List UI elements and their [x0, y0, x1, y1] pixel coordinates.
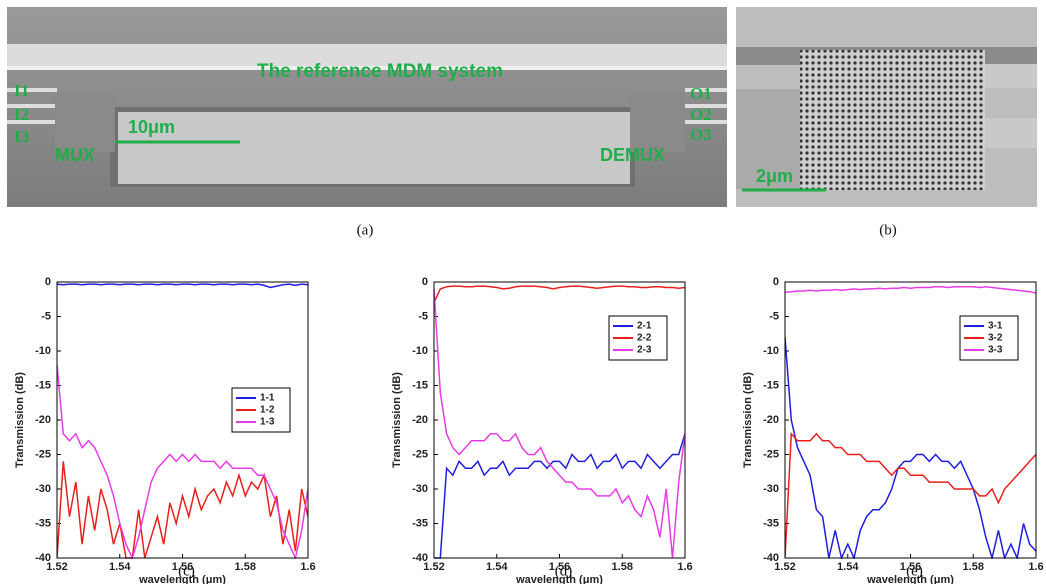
demux-label: DEMUX — [600, 145, 665, 165]
x-tick-label: 1.6 — [1028, 561, 1043, 573]
y-tick-label: -35 — [412, 517, 428, 529]
port-label: O3 — [690, 125, 712, 144]
y-axis-label: Transmission (dB) — [14, 372, 26, 468]
y-tick-label: -40 — [763, 552, 779, 564]
y-tick-label: -5 — [41, 310, 51, 322]
x-tick-label: 1.6 — [300, 561, 315, 573]
series-line — [434, 285, 685, 304]
port-label: I3 — [14, 127, 29, 146]
legend-label: 1-3 — [260, 417, 275, 428]
x-axis-label: wavelength (μm) — [138, 574, 226, 584]
sem-image-b — [736, 7, 1037, 207]
chart-caption: (d) — [555, 563, 573, 579]
legend-label: 3-2 — [988, 333, 1003, 344]
scale-label: 2μm — [756, 166, 793, 186]
x-tick-label: 1.58 — [235, 561, 256, 573]
legend-label: 2-2 — [637, 333, 652, 344]
x-tick-label: 1.54 — [486, 561, 508, 573]
y-tick-label: -5 — [769, 310, 779, 322]
series-line — [434, 288, 685, 559]
x-tick-label: 1.56 — [549, 561, 570, 573]
y-tick-label: 0 — [422, 276, 428, 288]
chart-caption: (c) — [178, 563, 195, 579]
y-tick-label: -15 — [763, 379, 779, 391]
y-tick-label: -20 — [35, 414, 51, 426]
series-line — [785, 431, 1036, 559]
y-tick-label: -40 — [412, 552, 428, 564]
y-tick-label: -10 — [763, 345, 779, 357]
series-line — [57, 283, 308, 289]
legend-label: 2-1 — [637, 321, 652, 332]
x-tick-label: 1.56 — [172, 561, 193, 573]
y-tick-label: -15 — [35, 379, 51, 391]
sem-title: The reference MDM system — [257, 61, 503, 82]
plot-frame — [433, 281, 686, 559]
legend-label: 1-2 — [260, 405, 275, 416]
y-tick-label: -35 — [763, 517, 779, 529]
x-tick-label: 1.58 — [963, 561, 984, 573]
x-tick-label: 1.56 — [900, 561, 921, 573]
y-tick-label: -20 — [412, 414, 428, 426]
y-tick-label: -30 — [412, 483, 428, 495]
y-tick-label: -25 — [763, 448, 779, 460]
x-tick-label: 1.52 — [46, 561, 67, 573]
panel-caption: (b) — [879, 222, 897, 238]
y-axis-label: Transmission (dB) — [742, 372, 754, 468]
legend-label: 3-1 — [988, 321, 1003, 332]
plot-frame — [56, 281, 309, 559]
port-label: I1 — [14, 81, 29, 100]
x-tick-label: 1.58 — [612, 561, 633, 573]
y-tick-label: -40 — [35, 552, 51, 564]
series-line — [57, 461, 308, 559]
port-label: O2 — [690, 105, 712, 124]
y-tick-label: -10 — [35, 345, 51, 357]
legend-box — [231, 387, 291, 433]
chart-caption: (e) — [906, 563, 923, 579]
x-axis-label: wavelength (μm) — [866, 574, 954, 584]
y-tick-label: 0 — [773, 276, 779, 288]
y-tick-label: -5 — [418, 310, 428, 322]
legend-label: 1-1 — [260, 393, 275, 404]
panel-caption: (a) — [357, 222, 374, 238]
series-line — [785, 337, 1036, 559]
x-tick-label: 1.52 — [774, 561, 795, 573]
y-axis-label: Transmission (dB) — [391, 372, 403, 468]
y-tick-label: -15 — [412, 379, 428, 391]
y-tick-label: -25 — [35, 448, 51, 460]
y-tick-label: -20 — [763, 414, 779, 426]
y-tick-label: 0 — [45, 276, 51, 288]
y-tick-label: -35 — [35, 517, 51, 529]
port-label: I2 — [14, 105, 29, 124]
x-axis-label: wavelength (μm) — [515, 574, 603, 584]
legend-label: 3-3 — [988, 345, 1003, 356]
plot-frame — [784, 281, 1037, 559]
x-tick-label: 1.52 — [423, 561, 444, 573]
port-label: O1 — [690, 84, 712, 103]
y-tick-label: -10 — [412, 345, 428, 357]
x-tick-label: 1.54 — [837, 561, 859, 573]
y-tick-label: -25 — [412, 448, 428, 460]
sem-image-a — [7, 7, 727, 207]
x-tick-label: 1.54 — [109, 561, 131, 573]
legend-label: 2-3 — [637, 345, 652, 356]
series-line — [785, 286, 1036, 294]
series-line — [57, 364, 308, 559]
y-tick-label: -30 — [35, 483, 51, 495]
mux-label: MUX — [55, 145, 95, 165]
scale-label: 10μm — [128, 117, 175, 137]
series-line — [434, 433, 685, 559]
x-tick-label: 1.6 — [677, 561, 692, 573]
y-tick-label: -30 — [763, 483, 779, 495]
